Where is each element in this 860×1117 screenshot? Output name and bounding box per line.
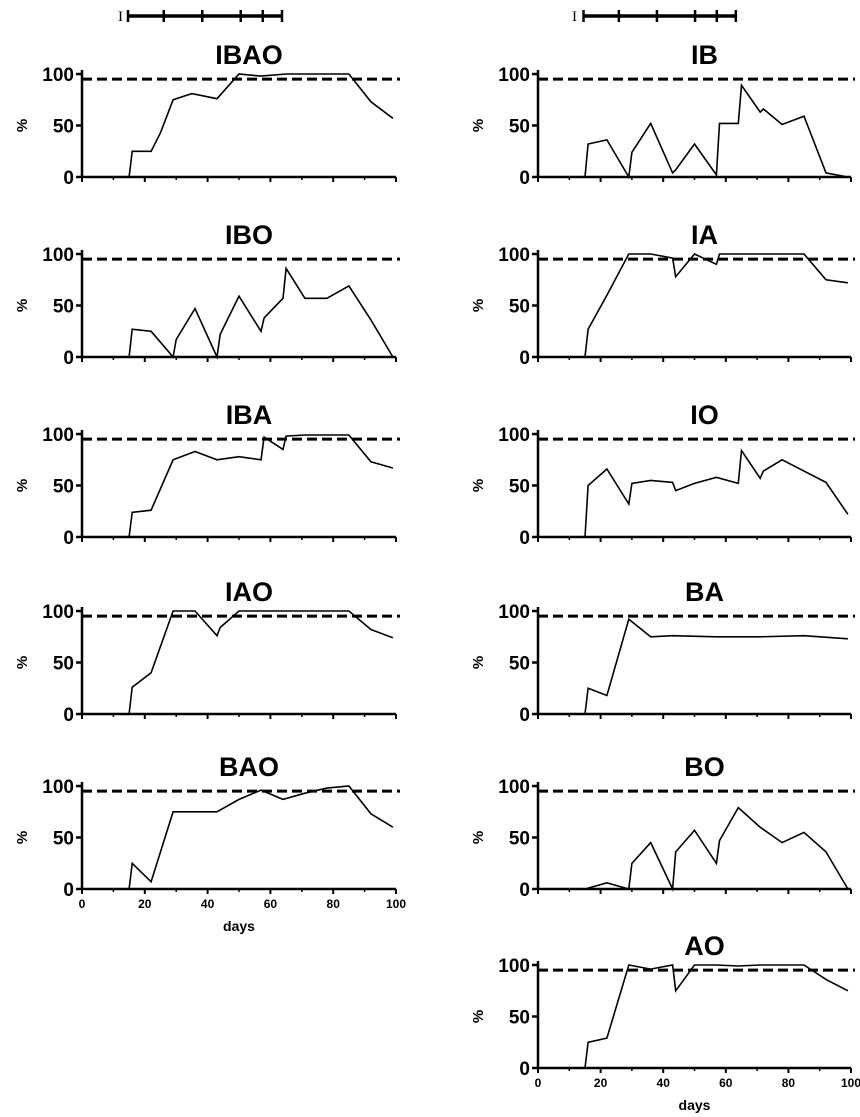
y-tick-label: 100 — [498, 956, 530, 977]
y-axis-label: % — [470, 831, 487, 844]
y-tick-label: 0 — [63, 705, 74, 726]
panel-ia: IA 0 50 100% — [470, 220, 855, 369]
panel-title: AO — [684, 931, 725, 961]
timeline-2: I — [572, 9, 738, 25]
y-axis-label: % — [14, 479, 31, 492]
x-tick-label: 0 — [79, 897, 86, 911]
series-line — [82, 266, 394, 360]
y-axis-label: % — [470, 299, 487, 312]
y-tick-label: 50 — [53, 117, 74, 138]
panel-title: IAO — [225, 577, 273, 607]
y-tick-label: 0 — [519, 168, 530, 189]
series-line — [538, 806, 849, 893]
panel-title: IA — [691, 220, 718, 250]
x-tick-label: 40 — [201, 897, 215, 911]
y-axis-label: % — [14, 119, 31, 132]
y-tick-label: 0 — [63, 168, 74, 189]
y-tick-label: 100 — [498, 425, 530, 446]
y-tick-label: 50 — [53, 297, 74, 318]
timeline-marker: I — [118, 9, 123, 25]
x-tick-label: 20 — [594, 1076, 608, 1090]
series-line — [538, 964, 849, 1069]
series-line — [538, 448, 849, 538]
x-tick-label: 80 — [327, 897, 341, 911]
panel-title: BA — [685, 577, 724, 607]
y-axis-label: % — [470, 656, 487, 669]
x-axis-label: days — [223, 918, 255, 934]
x-tick-label: 0 — [535, 1076, 542, 1090]
y-axis-label: % — [14, 299, 31, 312]
panel-bo: BO 0 50 100% — [470, 752, 855, 901]
y-tick-label: 0 — [519, 705, 530, 726]
y-axis-label: % — [470, 119, 487, 132]
y-axis-label: % — [470, 1010, 487, 1023]
y-tick-label: 50 — [53, 829, 74, 850]
series-line — [538, 253, 849, 358]
y-tick-label: 50 — [509, 477, 530, 498]
panel-title: BO — [684, 752, 725, 782]
series-line — [82, 73, 394, 178]
y-tick-label: 50 — [53, 654, 74, 675]
x-tick-label: 60 — [264, 897, 278, 911]
panel-ib: IB 0 50 100% — [470, 40, 855, 189]
x-tick-label: 60 — [719, 1076, 733, 1090]
y-tick-label: 100 — [42, 602, 74, 623]
y-tick-label: 0 — [519, 348, 530, 369]
x-axis-label: days — [679, 1097, 711, 1113]
y-tick-label: 0 — [63, 528, 74, 549]
panel-bao: BAO 0 50 100 0 20 40 60 80 100% days — [14, 752, 406, 934]
y-tick-label: 100 — [42, 425, 74, 446]
series-line — [82, 434, 394, 538]
series-line — [538, 83, 849, 180]
y-tick-label: 100 — [42, 245, 74, 266]
x-tick-label: 20 — [138, 897, 152, 911]
timeline-marker: I — [572, 9, 577, 25]
x-tick-label: 100 — [841, 1076, 860, 1090]
x-tick-label: 40 — [657, 1076, 671, 1090]
panel-iao: IAO 0 50 100% — [14, 577, 400, 726]
y-tick-label: 50 — [509, 829, 530, 850]
y-tick-label: 0 — [63, 348, 74, 369]
y-tick-label: 0 — [63, 880, 74, 901]
panel-title: IB — [691, 40, 718, 70]
y-axis-label: % — [14, 656, 31, 669]
y-tick-label: 0 — [519, 528, 530, 549]
y-tick-label: 50 — [509, 117, 530, 138]
panel-ibo: IBO 0 50 100% — [14, 220, 400, 369]
x-tick-label: 80 — [782, 1076, 796, 1090]
y-tick-label: 100 — [498, 602, 530, 623]
y-axis-label: % — [470, 479, 487, 492]
panel-ao: AO 0 50 100 0 20 40 60 80 100% days — [470, 931, 860, 1113]
series-line — [538, 617, 848, 715]
y-tick-label: 100 — [498, 777, 530, 798]
panel-title: IBA — [226, 400, 273, 430]
y-tick-label: 50 — [509, 297, 530, 318]
timeline-1: I — [118, 9, 284, 25]
y-tick-label: 0 — [519, 880, 530, 901]
y-tick-label: 100 — [42, 777, 74, 798]
y-tick-label: 50 — [53, 477, 74, 498]
y-tick-label: 50 — [509, 654, 530, 675]
panel-ibao: IBAO 0 50 100% — [14, 40, 400, 189]
y-axis-label: % — [14, 831, 31, 844]
panel-title: IBAO — [215, 40, 283, 70]
series-line — [82, 785, 394, 890]
y-tick-label: 100 — [42, 65, 74, 86]
y-tick-label: 100 — [498, 65, 530, 86]
x-tick-label: 100 — [386, 897, 406, 911]
y-tick-label: 0 — [519, 1059, 530, 1080]
panel-title: IO — [690, 400, 719, 430]
panel-iba: IBA 0 50 100% — [14, 400, 400, 549]
series-line — [82, 610, 394, 715]
panel-title: BAO — [219, 752, 279, 782]
y-tick-label: 50 — [509, 1008, 530, 1029]
panel-ba: BA 0 50 100% — [470, 577, 855, 726]
y-tick-label: 100 — [498, 245, 530, 266]
panel-title: IBO — [225, 220, 273, 250]
panel-io: IO 0 50 100% — [470, 400, 855, 549]
